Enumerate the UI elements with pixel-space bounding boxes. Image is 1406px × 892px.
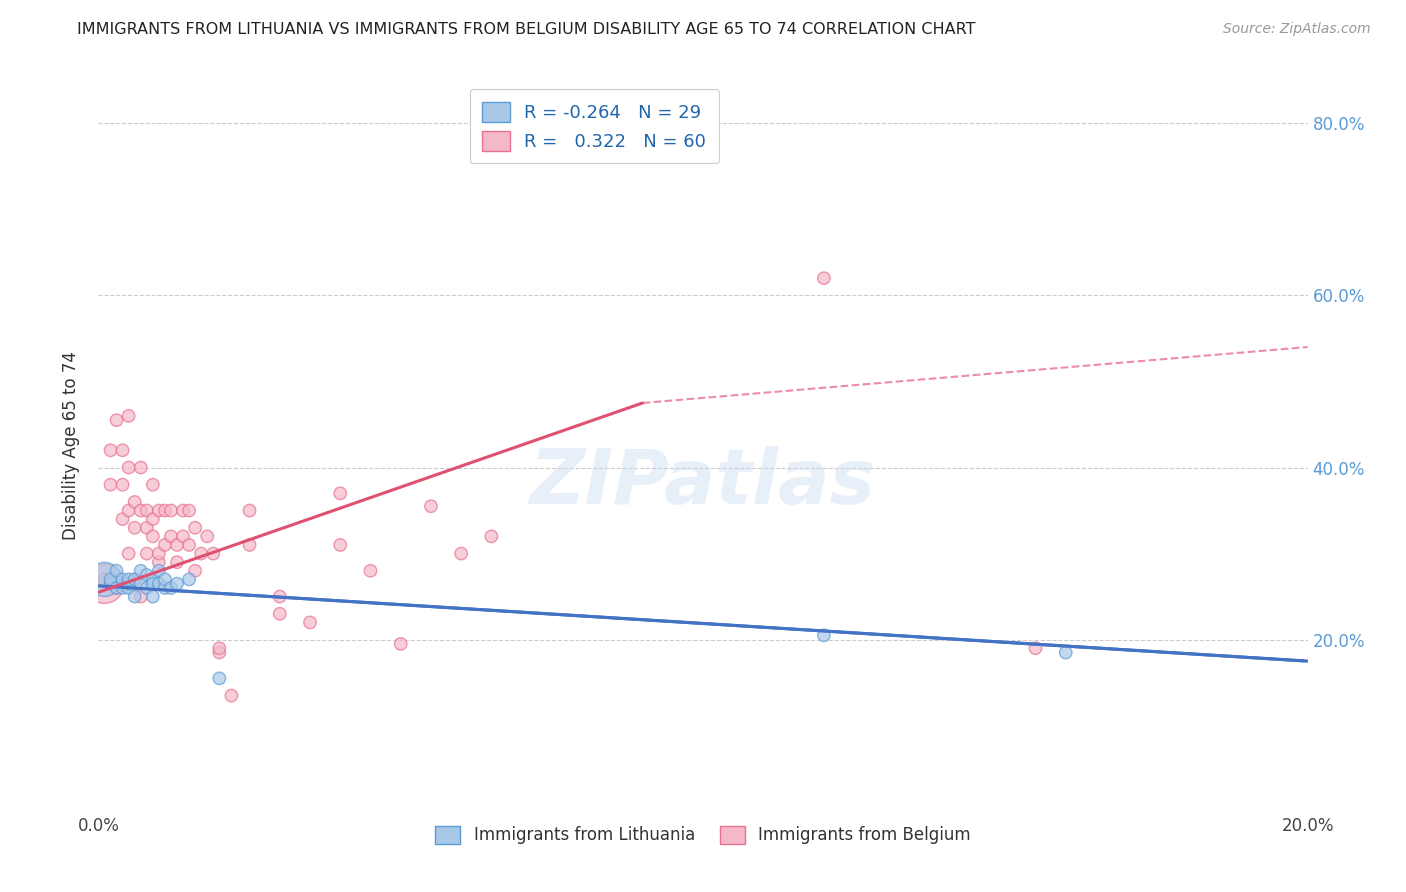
Point <box>148 547 170 561</box>
Point <box>118 547 141 561</box>
Point <box>179 573 201 587</box>
Point <box>148 503 170 517</box>
Point <box>100 443 122 458</box>
Point <box>221 689 243 703</box>
Point <box>195 529 218 543</box>
Legend: Immigrants from Lithuania, Immigrants from Belgium: Immigrants from Lithuania, Immigrants fr… <box>429 819 977 851</box>
Point <box>142 590 165 604</box>
Point <box>166 538 188 552</box>
Point <box>135 503 157 517</box>
Point <box>93 576 115 591</box>
Point <box>118 409 141 423</box>
Point <box>124 590 146 604</box>
Point <box>481 529 503 543</box>
Point <box>1054 646 1077 660</box>
Point <box>105 581 128 595</box>
Point <box>129 590 152 604</box>
Point <box>269 590 291 604</box>
Point <box>813 271 835 285</box>
Point <box>124 521 146 535</box>
Point <box>135 547 157 561</box>
Text: ZIPatlas: ZIPatlas <box>530 446 876 519</box>
Point <box>100 477 122 491</box>
Point <box>153 581 176 595</box>
Point <box>118 503 141 517</box>
Y-axis label: Disability Age 65 to 74: Disability Age 65 to 74 <box>62 351 80 541</box>
Point <box>135 568 157 582</box>
Point <box>142 529 165 543</box>
Point <box>450 547 472 561</box>
Point <box>160 529 183 543</box>
Point <box>129 576 152 591</box>
Point <box>111 443 134 458</box>
Point <box>135 581 157 595</box>
Point <box>148 576 170 591</box>
Point <box>129 564 152 578</box>
Point <box>111 573 134 587</box>
Point <box>135 521 157 535</box>
Point <box>208 646 231 660</box>
Point <box>184 564 207 578</box>
Point <box>118 581 141 595</box>
Point <box>111 477 134 491</box>
Point <box>153 538 176 552</box>
Point <box>142 477 165 491</box>
Point <box>239 538 262 552</box>
Point <box>172 503 194 517</box>
Point <box>329 538 352 552</box>
Point <box>105 564 128 578</box>
Point <box>105 581 128 595</box>
Point <box>148 564 170 578</box>
Point <box>179 503 201 517</box>
Point <box>329 486 352 500</box>
Point <box>172 529 194 543</box>
Point <box>124 573 146 587</box>
Point <box>160 503 183 517</box>
Point <box>118 573 141 587</box>
Point <box>160 581 183 595</box>
Point <box>118 460 141 475</box>
Point <box>111 581 134 595</box>
Point <box>124 573 146 587</box>
Point <box>420 500 443 514</box>
Text: IMMIGRANTS FROM LITHUANIA VS IMMIGRANTS FROM BELGIUM DISABILITY AGE 65 TO 74 COR: IMMIGRANTS FROM LITHUANIA VS IMMIGRANTS … <box>77 22 976 37</box>
Point <box>153 573 176 587</box>
Point <box>208 671 231 685</box>
Point <box>129 503 152 517</box>
Point <box>166 576 188 591</box>
Text: Source: ZipAtlas.com: Source: ZipAtlas.com <box>1223 22 1371 37</box>
Point <box>389 637 412 651</box>
Point <box>105 413 128 427</box>
Point <box>190 547 212 561</box>
Point <box>148 555 170 569</box>
Point <box>299 615 322 630</box>
Point <box>100 573 122 587</box>
Point <box>360 564 382 578</box>
Point <box>202 547 225 561</box>
Point <box>239 503 262 517</box>
Point <box>153 503 176 517</box>
Point <box>124 495 146 509</box>
Point <box>142 576 165 591</box>
Point <box>93 573 115 587</box>
Point <box>100 576 122 591</box>
Point <box>118 576 141 591</box>
Point <box>166 555 188 569</box>
Point <box>1024 641 1046 656</box>
Point <box>208 641 231 656</box>
Point <box>184 521 207 535</box>
Point <box>111 512 134 526</box>
Point <box>142 512 165 526</box>
Point <box>93 573 115 587</box>
Point <box>813 628 835 642</box>
Point <box>179 538 201 552</box>
Point <box>129 460 152 475</box>
Point <box>269 607 291 621</box>
Point <box>142 573 165 587</box>
